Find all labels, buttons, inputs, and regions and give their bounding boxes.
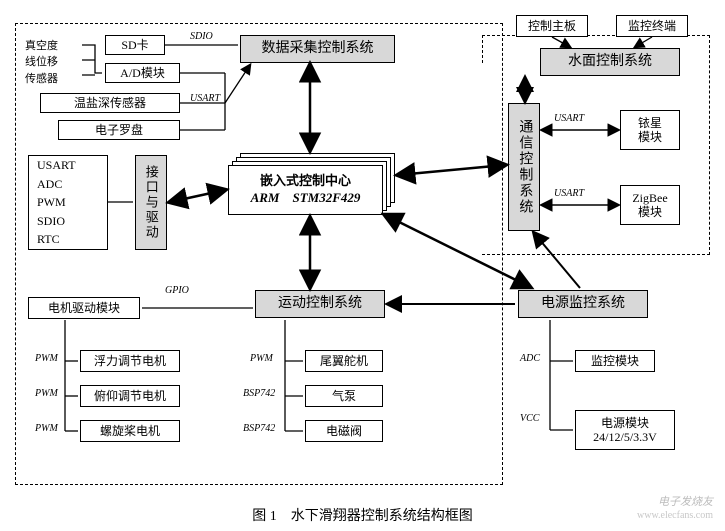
node-pitch: 俯仰调节电机: [80, 385, 180, 407]
node-sd-card: SD卡: [105, 35, 165, 55]
node-compass: 电子罗盘: [58, 120, 180, 140]
iface-rtc: RTC: [37, 232, 60, 246]
node-power-monitor: 电源监控系统: [518, 290, 648, 318]
lbl-bsp2: BSP742: [243, 423, 275, 434]
node-zigbee: ZigBee 模块: [620, 185, 680, 225]
lbl-pwm2: PWM: [35, 388, 58, 399]
figure-caption: 图 1 水下滑翔器控制系统结构框图: [0, 505, 725, 525]
diagram-root: 控制主板 监控终端 水面控制系统 数据采集控制系统 真空度 线位移 传感器 SD…: [10, 15, 720, 495]
node-surface-ctrl: 水面控制系统: [540, 48, 680, 76]
node-ad-module: A/D模块: [105, 63, 180, 83]
iface-adc: ADC: [37, 177, 62, 191]
node-monitor-module: 监控模块: [575, 350, 655, 372]
node-data-acq: 数据采集控制系统: [240, 35, 395, 63]
iface-usart: USART: [37, 158, 76, 172]
node-interface-driver: 接口与驱动: [135, 155, 167, 250]
lbl-bsp1: BSP742: [243, 388, 275, 399]
node-motion-ctrl: 运动控制系统: [255, 290, 385, 318]
lbl-pwm1: PWM: [35, 353, 58, 364]
lbl-usart1: USART: [190, 93, 220, 104]
label-sensor-group: 真空度 线位移 传感器: [25, 35, 80, 90]
node-interface-list: USART ADC PWM SDIO RTC: [28, 155, 108, 250]
node-control-board: 控制主板: [516, 15, 588, 37]
node-propeller: 螺旋桨电机: [80, 420, 180, 442]
node-valve: 电磁阀: [305, 420, 383, 442]
center-line2: ARM STM32F429: [251, 190, 361, 207]
node-ctd: 温盐深传感器: [40, 93, 180, 113]
center-line1: 嵌入式控制中心: [260, 173, 351, 190]
lbl-vcc: VCC: [520, 413, 539, 424]
lbl-usart2: USART: [554, 113, 584, 124]
lbl-pwm3: PWM: [35, 423, 58, 434]
dashed-box-surface-leftseg: [482, 35, 483, 63]
node-pump: 气泵: [305, 385, 383, 407]
node-power-module: 电源模块 24/12/5/3.3V: [575, 410, 675, 450]
lbl-usart3: USART: [554, 188, 584, 199]
lbl-pwm4: PWM: [250, 353, 273, 364]
iface-sdio: SDIO: [37, 214, 65, 228]
lbl-sdio: SDIO: [190, 31, 213, 42]
node-rudder: 尾翼舵机: [305, 350, 383, 372]
watermark-url: www.elecfans.com: [637, 510, 713, 521]
lbl-adc: ADC: [520, 353, 540, 364]
node-iridium: 铱星 模块: [620, 110, 680, 150]
node-buoyancy: 浮力调节电机: [80, 350, 180, 372]
iface-pwm: PWM: [37, 195, 66, 209]
node-motor-driver: 电机驱动模块: [28, 297, 140, 319]
node-monitor-terminal: 监控终端: [616, 15, 688, 37]
node-comm-ctrl: 通信控制系统: [508, 103, 540, 231]
lbl-gpio: GPIO: [165, 285, 189, 296]
watermark-text: 电子发烧友: [658, 493, 713, 509]
